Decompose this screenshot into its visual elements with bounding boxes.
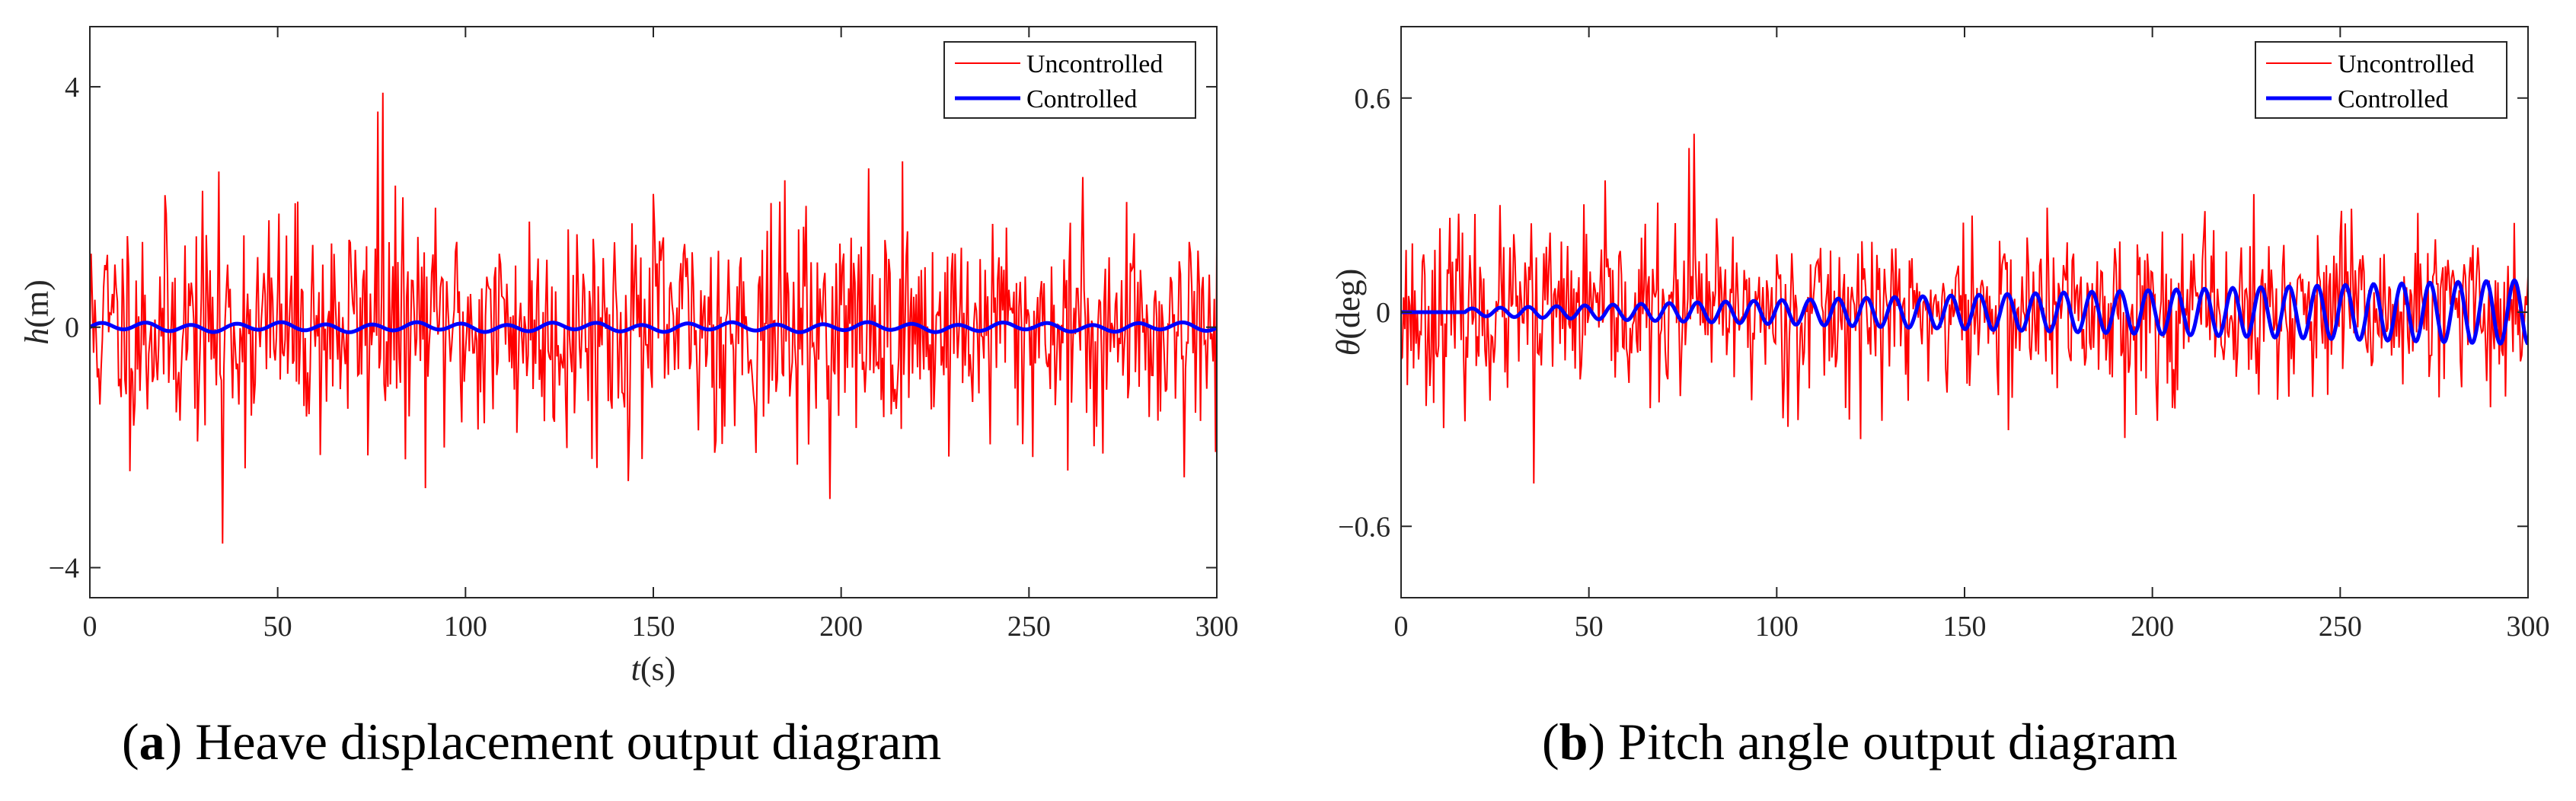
panel-a-legend-box (943, 41, 1196, 119)
panel-a-ytick-label: −4 (49, 553, 79, 585)
panel-a-xlabel: t(s) (631, 650, 676, 688)
panel-a-caption-letter: a (139, 713, 165, 771)
panel-b-chart: 0 50 100 150 200 250 300 −0.6 0 0.6 θ(deg) Uncontro… (1329, 26, 2550, 643)
panel-b-series-controlled-line (1401, 278, 2528, 346)
panel-b-xtick-label: 250 (2319, 611, 2362, 643)
panel-b-ylabel-unit: (deg) (1329, 269, 1367, 340)
panel-b-legend-label: Controlled (2338, 85, 2448, 113)
panel-b-ylabel: θ(deg) (1329, 269, 1367, 356)
panel-a-legend-label: Controlled (1026, 85, 1137, 113)
panel-b-xtick-label: 300 (2507, 611, 2550, 643)
panel-b-series-uncontrolled-line (1401, 133, 2528, 484)
panel-a-ylabel-symbol: h (18, 328, 56, 345)
panel-b-xtick-label: 200 (2131, 611, 2174, 643)
panel-b-caption-text: Pitch angle output diagram (1618, 713, 2178, 771)
panel-a-ylabel: h(m) (18, 279, 56, 345)
panel-a-legend-label: Uncontrolled (1026, 50, 1163, 78)
panel-b-xtick-label: 50 (1575, 611, 1604, 643)
panel-a-xtick-label: 100 (444, 611, 487, 643)
panel-b-ytick-label: 0 (1376, 297, 1390, 329)
panel-b-xtick-label: 150 (1943, 611, 1987, 643)
panel-a-series-controlled-line (90, 320, 1217, 334)
panel-a-xtick-label: 50 (263, 611, 292, 643)
panel-a-ylabel-unit: (m) (18, 279, 56, 328)
panel-a-ytick-label: 4 (65, 72, 79, 104)
panel-a-xtick-label: 250 (1007, 611, 1051, 643)
panel-a-xtick-label: 0 (83, 611, 97, 643)
panel-b-ylabel-symbol: θ (1329, 340, 1367, 356)
panel-a-chart: 0 50 100 150 200 250 300−404h(m)t(s)Uncontroll… (18, 26, 1239, 688)
panel-a-plot-area (90, 92, 1217, 544)
panel-b-plot-area (1401, 133, 2528, 484)
panel-b-legend-label: Uncontrolled (2338, 50, 2474, 78)
panel-b-caption-letter: b (1559, 713, 1588, 771)
panel-b-xtick-label: 100 (1755, 611, 1799, 643)
panel-a-xlabel-unit: (s) (640, 650, 675, 688)
panel-a-xlabel-symbol: t (631, 650, 642, 688)
panel-a-ytick-label: 0 (65, 312, 79, 344)
panel-a-caption: (a) Heave displacement output diagram (122, 713, 942, 771)
panel-b-caption: (b) Pitch angle output diagram (1542, 713, 2178, 771)
panel-b-ytick-label: −0.6 (1338, 511, 1390, 543)
panel-a-xtick-label: 300 (1195, 611, 1239, 643)
panel-b-xtick-label: 0 (1394, 611, 1409, 643)
panel-a-xtick-label: 150 (632, 611, 675, 643)
panel-b-ytick-label: 0.6 (1355, 83, 1391, 115)
panel-a-series-uncontrolled-line (90, 92, 1217, 544)
panel-a-caption-text: Heave displacement output diagram (195, 713, 942, 771)
panel-b-legend-box (2255, 41, 2507, 119)
panel-a-xtick-label: 200 (819, 611, 863, 643)
